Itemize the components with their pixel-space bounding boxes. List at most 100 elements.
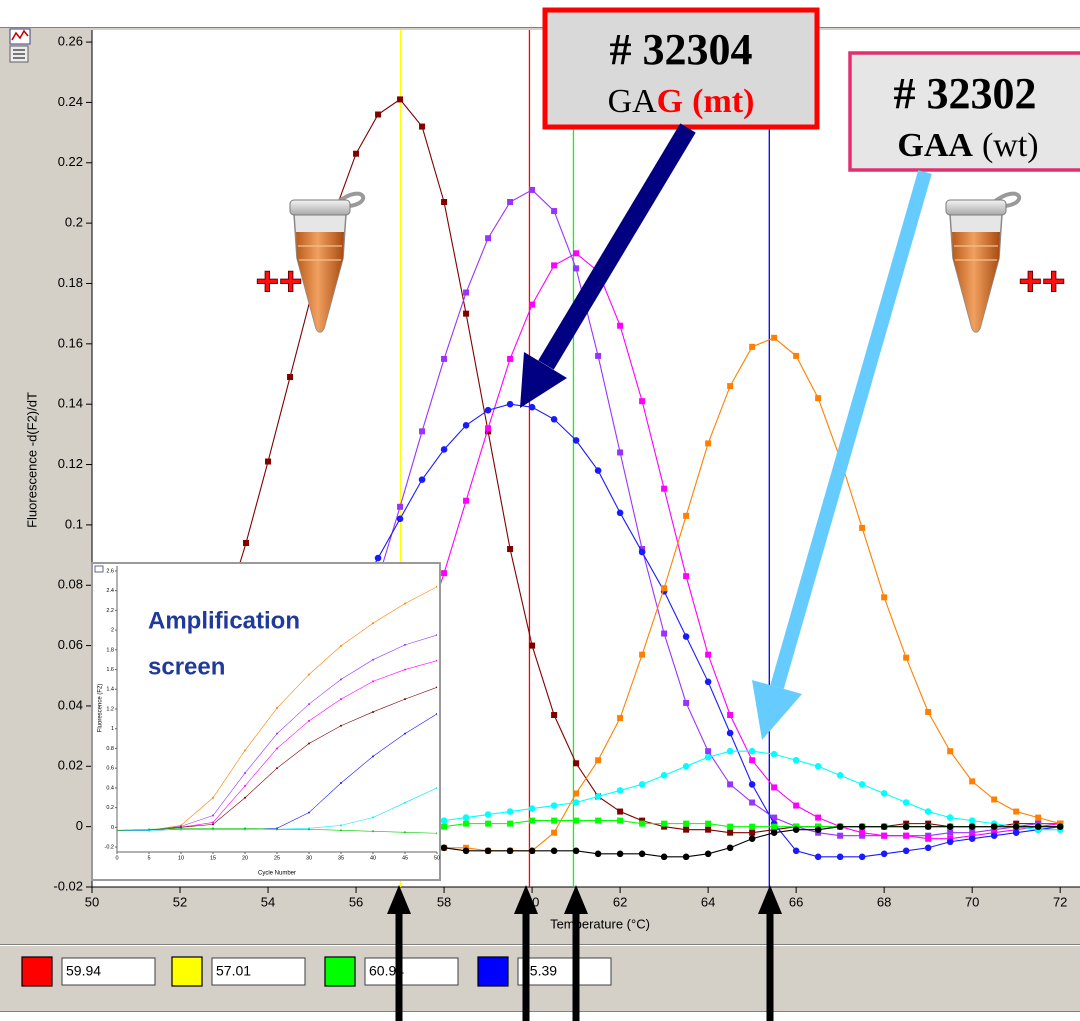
- data-point: [573, 790, 580, 797]
- data-point: [836, 772, 844, 779]
- inset-title: screen: [148, 653, 225, 680]
- data-point: [991, 796, 998, 803]
- data-point: [276, 828, 278, 831]
- y-tick-label: 0.04: [58, 697, 83, 712]
- y-tick-label: 0.8: [106, 746, 114, 752]
- data-point: [340, 698, 342, 701]
- data-point: [704, 850, 712, 858]
- y-tick-label: 2: [111, 628, 114, 634]
- menu-button[interactable]: [9, 45, 29, 63]
- data-point: [902, 847, 910, 855]
- x-tick-label: 58: [437, 894, 451, 909]
- data-point: [903, 832, 910, 839]
- data-point: [749, 829, 756, 836]
- cursor-bar: 59.94 57.01 60.94 65.39: [0, 944, 1080, 1012]
- data-point: [947, 748, 954, 755]
- data-point: [463, 820, 470, 827]
- data-point: [726, 729, 734, 737]
- cursor-swatch: [477, 956, 509, 987]
- data-point: [880, 790, 888, 797]
- chart-icon-line[interactable]: [11, 29, 29, 41]
- data-point: [859, 524, 866, 531]
- y-tick-label: 0.06: [58, 637, 83, 652]
- y-tick-label: 0.1: [65, 516, 83, 531]
- data-point: [212, 827, 214, 830]
- data-point: [924, 823, 932, 830]
- data-point: [372, 658, 374, 661]
- data-point: [308, 719, 310, 722]
- data-point: [814, 853, 822, 861]
- data-point: [573, 760, 580, 767]
- data-point: [727, 829, 734, 836]
- cursor-value-box: [517, 957, 612, 986]
- data-point: [372, 816, 374, 819]
- data-point: [946, 814, 954, 821]
- data-point: [404, 643, 406, 646]
- y-tick-label: 1.6: [106, 667, 114, 673]
- amplification-inset: Amplification screen Cycle Number Fluore…: [91, 562, 441, 881]
- data-point: [404, 668, 406, 671]
- data-point: [836, 853, 844, 861]
- data-point: [858, 853, 866, 861]
- data-point: [551, 817, 558, 824]
- annotation-box: # 32302 GAA (wt): [848, 51, 1080, 172]
- data-point: [771, 814, 778, 821]
- data-point: [528, 847, 536, 855]
- data-point: [859, 829, 866, 836]
- data-point: [550, 847, 558, 855]
- data-point: [793, 352, 800, 359]
- x-tick-label: 70: [965, 894, 979, 909]
- data-point: [180, 827, 182, 830]
- data-point: [771, 334, 778, 341]
- data-point: [436, 832, 437, 835]
- data-point: [397, 503, 404, 510]
- data-point: [749, 823, 756, 830]
- data-point: [1056, 823, 1064, 830]
- data-point: [340, 644, 342, 647]
- x-tick-label: 45: [402, 855, 408, 861]
- data-point: [397, 96, 404, 103]
- data-point: [340, 724, 342, 727]
- data-point: [617, 449, 624, 456]
- data-point: [858, 781, 866, 788]
- inset-box: [91, 562, 441, 881]
- data-point: [727, 383, 734, 390]
- data-point: [792, 826, 800, 833]
- data-point: [419, 428, 426, 435]
- wt-arrow: [752, 170, 932, 740]
- data-point: [308, 673, 310, 676]
- data-point: [507, 199, 514, 206]
- data-point: [1035, 814, 1042, 821]
- data-point: [727, 781, 734, 788]
- y-tick-label: 0.12: [58, 456, 83, 471]
- x-tick-label: 72: [1053, 894, 1067, 909]
- y-tick-label: 0.08: [58, 577, 83, 592]
- data-point: [1013, 808, 1020, 815]
- data-point: [243, 539, 250, 546]
- data-point: [946, 823, 954, 830]
- data-point: [594, 850, 602, 858]
- data-point: [925, 832, 932, 839]
- data-point: [419, 123, 426, 130]
- annotation-part: GAA: [897, 127, 973, 164]
- data-point: [436, 659, 437, 662]
- y-tick-label: 0: [111, 825, 114, 831]
- arrow-head: [564, 885, 588, 914]
- data-point: [705, 440, 712, 447]
- chart-icon[interactable]: [9, 28, 31, 45]
- data-point: [308, 742, 310, 745]
- data-point: [212, 814, 214, 817]
- data-point: [748, 781, 756, 788]
- x-tick-label: 52: [173, 894, 187, 909]
- data-point: [639, 651, 646, 658]
- data-point: [705, 651, 712, 658]
- data-point: [880, 823, 888, 830]
- data-point: [372, 680, 374, 683]
- data-point: [661, 630, 668, 637]
- arrow-head: [387, 885, 411, 914]
- y-tick-label: 2.6: [106, 568, 114, 574]
- data-point: [836, 823, 844, 830]
- data-point: [638, 781, 646, 788]
- data-point: [372, 622, 374, 625]
- data-point: [375, 111, 382, 118]
